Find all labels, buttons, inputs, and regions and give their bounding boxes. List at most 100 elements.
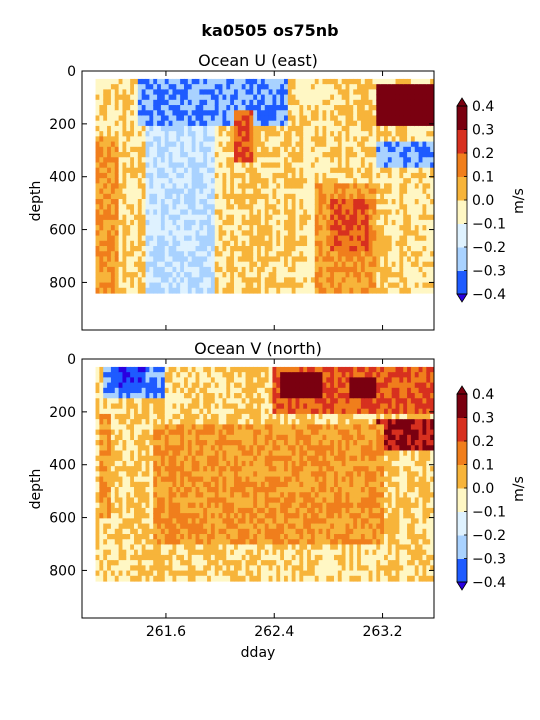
heatmap-cell bbox=[103, 282, 108, 289]
heatmap-cell bbox=[207, 403, 212, 410]
heatmap-cell bbox=[368, 125, 374, 132]
heatmap-cell bbox=[318, 214, 324, 221]
heatmap-cell bbox=[137, 570, 143, 577]
heatmap-cell bbox=[168, 492, 174, 499]
heatmap-cell bbox=[203, 523, 208, 530]
heatmap-cell bbox=[210, 372, 216, 378]
heatmap-cell bbox=[134, 246, 139, 252]
heatmap-cell bbox=[280, 199, 285, 205]
heatmap-cell bbox=[253, 240, 258, 247]
heatmap-cell bbox=[145, 450, 150, 457]
heatmap-cell bbox=[160, 157, 166, 164]
heatmap-cell bbox=[410, 162, 416, 169]
heatmap-cell bbox=[153, 507, 158, 514]
heatmap-cell bbox=[180, 393, 185, 399]
heatmap-cell bbox=[164, 560, 170, 566]
heatmap-cell bbox=[180, 487, 185, 493]
heatmap-cell bbox=[310, 183, 316, 190]
heatmap-cell bbox=[168, 434, 174, 441]
heatmap-cell bbox=[118, 434, 124, 441]
heatmap-cell bbox=[149, 460, 154, 467]
heatmap-cell bbox=[176, 84, 181, 90]
heatmap-cell bbox=[107, 408, 112, 415]
heatmap-cell bbox=[245, 162, 250, 169]
heatmap-cell bbox=[318, 105, 324, 111]
heatmap-cell bbox=[357, 115, 362, 122]
heatmap-cell bbox=[253, 256, 258, 263]
heatmap-cell bbox=[168, 460, 174, 467]
heatmap-cell bbox=[118, 94, 124, 101]
heatmap-cell bbox=[268, 162, 274, 169]
heatmap-cell bbox=[207, 565, 212, 572]
heatmap-cell bbox=[318, 235, 324, 242]
heatmap-cell bbox=[149, 377, 154, 384]
heatmap-cell bbox=[360, 131, 366, 137]
heatmap-cell bbox=[337, 89, 343, 96]
heatmap-cell bbox=[164, 434, 170, 441]
heatmap-cell bbox=[422, 240, 427, 247]
heatmap-cell bbox=[214, 78, 220, 85]
heatmap-cell bbox=[160, 481, 166, 488]
heatmap-cell bbox=[172, 115, 177, 122]
heatmap-cell bbox=[257, 78, 262, 85]
heatmap-cell bbox=[257, 219, 262, 226]
heatmap-cell bbox=[376, 209, 381, 216]
heatmap-cell bbox=[318, 84, 324, 90]
heatmap-cell bbox=[341, 89, 347, 96]
heatmap-cell bbox=[322, 209, 327, 216]
heatmap-cell bbox=[110, 246, 116, 252]
heatmap-cell bbox=[234, 152, 239, 158]
heatmap-cell bbox=[110, 162, 116, 169]
heatmap-cell bbox=[218, 209, 224, 216]
heatmap-cell bbox=[199, 204, 204, 211]
heatmap-cell bbox=[157, 125, 162, 132]
heatmap-cell bbox=[264, 162, 270, 169]
heatmap-cell bbox=[245, 230, 250, 237]
heatmap-cell bbox=[418, 125, 424, 132]
heatmap-cell bbox=[168, 225, 174, 231]
heatmap-cell bbox=[222, 256, 227, 263]
heatmap-cell bbox=[372, 272, 377, 278]
heatmap-cell bbox=[187, 565, 193, 572]
heatmap-cell bbox=[199, 560, 204, 566]
heatmap-cell bbox=[241, 172, 247, 179]
heatmap-cell bbox=[207, 282, 212, 289]
heatmap-cell bbox=[376, 110, 381, 117]
heatmap-cell bbox=[95, 534, 100, 540]
heatmap-cell bbox=[164, 152, 170, 158]
heatmap-cell bbox=[337, 162, 343, 169]
heatmap-cell bbox=[237, 230, 243, 237]
heatmap-cell bbox=[287, 251, 293, 258]
heatmap-cell bbox=[264, 277, 270, 284]
heatmap-cell bbox=[122, 266, 127, 273]
heatmap-cell bbox=[345, 94, 350, 101]
heatmap-cell bbox=[107, 235, 112, 242]
heatmap-cell bbox=[391, 84, 397, 90]
heatmap-cell bbox=[191, 167, 197, 174]
heatmap-cell bbox=[326, 219, 331, 226]
heatmap-cell bbox=[199, 455, 204, 462]
heatmap-cell bbox=[210, 230, 216, 237]
heatmap-cell bbox=[287, 78, 293, 85]
heatmap-cell bbox=[426, 256, 431, 263]
heatmap-cell bbox=[160, 225, 166, 231]
heatmap-cell bbox=[422, 188, 427, 195]
heatmap-cell bbox=[372, 125, 377, 132]
heatmap-cell bbox=[314, 219, 320, 226]
heatmap-cell bbox=[303, 287, 308, 294]
heatmap-cell bbox=[145, 141, 150, 148]
heatmap-cell bbox=[418, 246, 424, 252]
heatmap-cell bbox=[307, 214, 312, 221]
heatmap-cell bbox=[314, 204, 320, 211]
heatmap-cell bbox=[207, 136, 212, 143]
heatmap-cell bbox=[180, 507, 185, 514]
heatmap-cell bbox=[310, 261, 316, 268]
heatmap-cell bbox=[318, 272, 324, 278]
heatmap-cell bbox=[168, 481, 174, 488]
heatmap-cell bbox=[199, 565, 204, 572]
heatmap-cell bbox=[141, 424, 147, 431]
heatmap-cell bbox=[134, 413, 139, 420]
heatmap-cell bbox=[422, 235, 427, 242]
heatmap-cell bbox=[353, 256, 358, 263]
heatmap-cell bbox=[414, 219, 420, 226]
